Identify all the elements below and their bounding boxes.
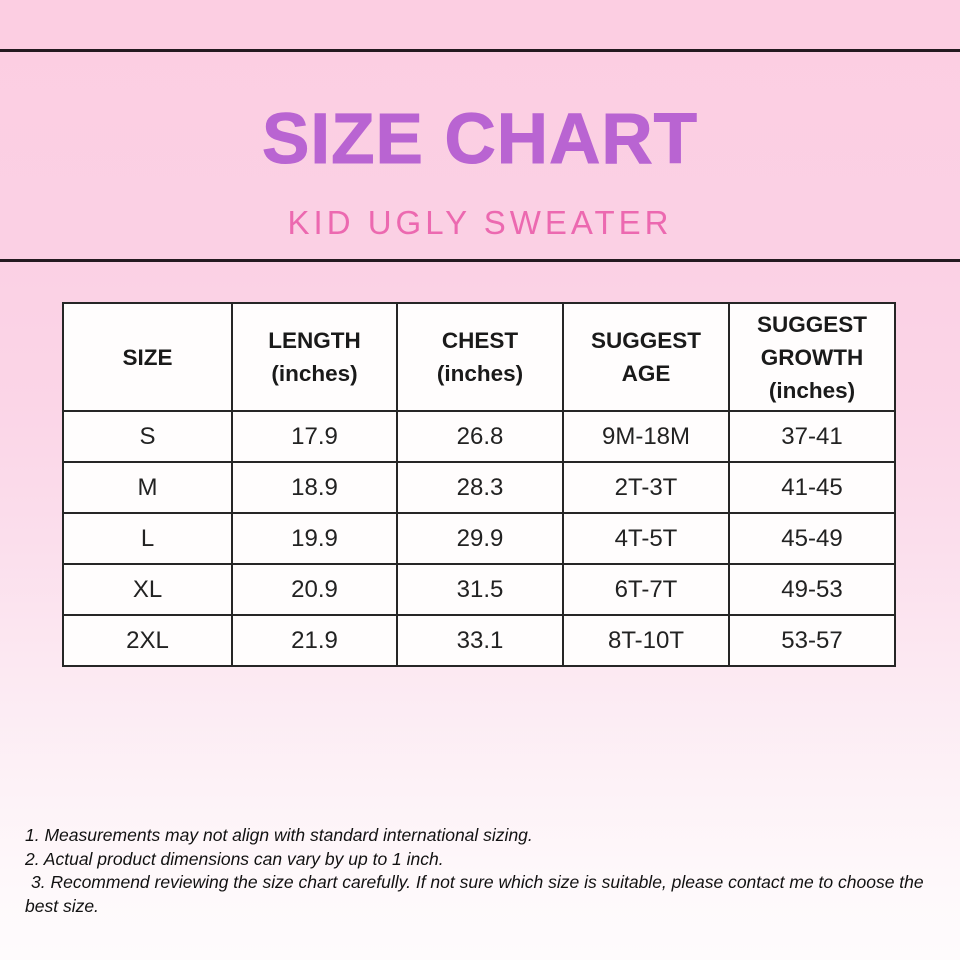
header-row: SIZE LENGTH (inches) CHEST (inches) SUGG… <box>62 302 896 412</box>
table-cell: 8T-10T <box>562 614 730 667</box>
header-line: (inches) <box>768 377 856 403</box>
table-cell: S <box>62 410 233 463</box>
table-cell: L <box>62 512 233 565</box>
size-chart-table: SIZE LENGTH (inches) CHEST (inches) SUGG… <box>62 302 896 667</box>
table-cell: 2T-3T <box>562 461 730 514</box>
page-subtitle: KID UGLY SWEATER <box>287 204 673 241</box>
header-line: SUGGEST <box>756 311 868 337</box>
header-line: (inches) <box>436 361 524 386</box>
table-cell: 45-49 <box>728 512 896 565</box>
table-cell: 31.5 <box>396 563 564 616</box>
table-row-l: L 19.9 29.9 4T-5T 45-49 <box>62 512 896 565</box>
table-row-m: M 18.9 28.3 2T-3T 41-45 <box>62 461 896 514</box>
header-line: GROWTH <box>760 344 864 370</box>
table-cell: XL <box>62 563 233 616</box>
table-cell: 29.9 <box>396 512 564 565</box>
table-cell: 20.9 <box>231 563 398 616</box>
table-cell: 2XL <box>62 614 233 667</box>
table-cell: 53-57 <box>728 614 896 667</box>
page-title: SIZE CHART <box>262 100 698 179</box>
header-line: CHEST <box>441 328 519 353</box>
column-header-suggest-growth: SUGGEST GROWTH (inches) <box>728 302 896 412</box>
table-cell: 37-41 <box>728 410 896 463</box>
table-row-s: S 17.9 26.8 9M-18M 37-41 <box>62 410 896 463</box>
notes-section: 1. Measurements may not align with stand… <box>25 824 943 918</box>
table-cell: 9M-18M <box>562 410 730 463</box>
note-item: 2. Actual product dimensions can vary by… <box>25 848 444 869</box>
header-line: SIZE <box>122 344 173 370</box>
header-line: (inches) <box>271 361 358 386</box>
table-cell: 26.8 <box>396 410 564 463</box>
header-divider-line <box>0 259 960 262</box>
table-cell: 6T-7T <box>562 563 730 616</box>
column-header-length: LENGTH (inches) <box>231 302 398 412</box>
note-item: 1. Measurements may not align with stand… <box>25 825 533 845</box>
header-line: SUGGEST <box>590 328 702 353</box>
column-header-chest: CHEST (inches) <box>396 302 564 412</box>
table-row-xl: XL 20.9 31.5 6T-7T 49-53 <box>62 563 896 616</box>
column-header-suggest-age: SUGGEST AGE <box>562 302 730 412</box>
note-item: 3. Recommend reviewing the size chart ca… <box>25 872 924 916</box>
header-line: LENGTH <box>268 328 361 353</box>
table-row-2xl: 2XL 21.9 33.1 8T-10T 53-57 <box>62 614 896 667</box>
table-cell: 4T-5T <box>562 512 730 565</box>
column-header-size: SIZE <box>62 302 233 412</box>
top-divider-line <box>0 49 960 52</box>
table-cell: 18.9 <box>231 461 398 514</box>
table-cell: 17.9 <box>231 410 398 463</box>
table-cell: 19.9 <box>231 512 398 565</box>
table-cell: 21.9 <box>231 614 398 667</box>
table-cell: 49-53 <box>728 563 896 616</box>
header-line: AGE <box>621 361 671 386</box>
table-cell: 28.3 <box>396 461 564 514</box>
table-cell: 41-45 <box>728 461 896 514</box>
table-cell: M <box>62 461 233 514</box>
table-cell: 33.1 <box>396 614 564 667</box>
